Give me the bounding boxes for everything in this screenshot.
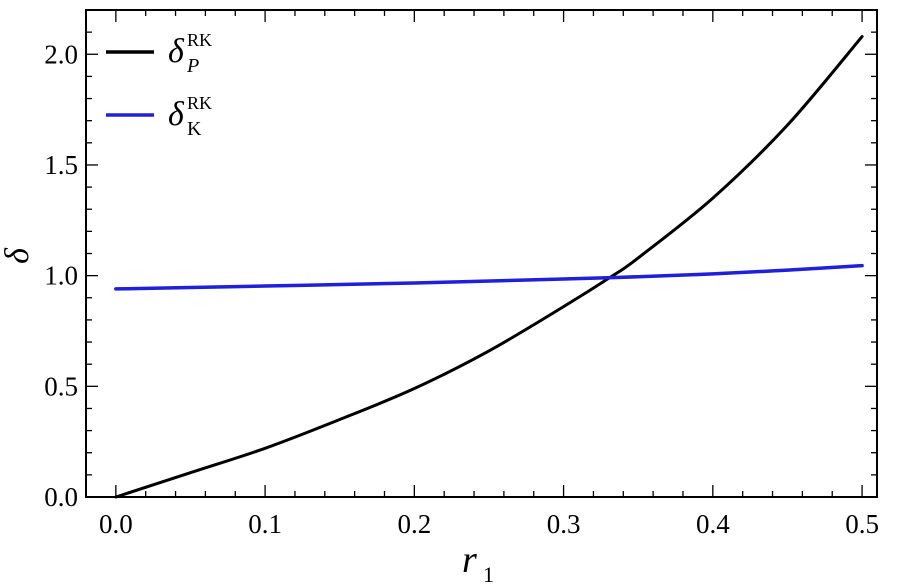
series-lines <box>114 35 864 499</box>
x-tick-label: 0.2 <box>397 509 431 539</box>
x-tick-label: 0.1 <box>248 509 282 539</box>
legend-superscript: RK <box>187 93 212 113</box>
y-axis-label: δ <box>0 247 36 264</box>
y-tick-label: 1.5 <box>44 150 78 180</box>
x-tick-label: 0.4 <box>696 509 730 539</box>
y-tick-label: 0.0 <box>44 482 78 512</box>
y-tick-label: 1.0 <box>44 261 78 291</box>
series-line-2 <box>114 263 864 291</box>
x-tick-label: 0.3 <box>547 509 581 539</box>
legend-subscript: P <box>186 55 199 77</box>
legend-symbol: δ <box>168 33 185 70</box>
legend-superscript: RK <box>187 30 212 50</box>
x-tick-label: 0.5 <box>845 509 879 539</box>
y-tick-label: 2.0 <box>44 39 78 69</box>
legend-symbol: δ <box>168 96 185 133</box>
series-line-1 <box>114 35 864 499</box>
tick-labels: 0.0 0.1 0.2 0.3 0.4 0.5 0.0 0.5 1.0 1.5 2.0 <box>44 39 879 539</box>
x-axis-label-subscript: 1 <box>483 562 494 586</box>
legend-subscript: K <box>187 118 202 140</box>
axis-ticks <box>86 9 877 498</box>
x-axis-label: r 1 <box>462 539 494 586</box>
x-axis-label-main: r <box>462 539 477 581</box>
y-tick-label: 0.5 <box>44 371 78 401</box>
x-tick-label: 0.0 <box>99 509 133 539</box>
legend-entry-2: δ RK K <box>106 93 212 140</box>
legend-entry-1: δ RK P <box>106 30 212 77</box>
plot-frame <box>85 9 878 498</box>
